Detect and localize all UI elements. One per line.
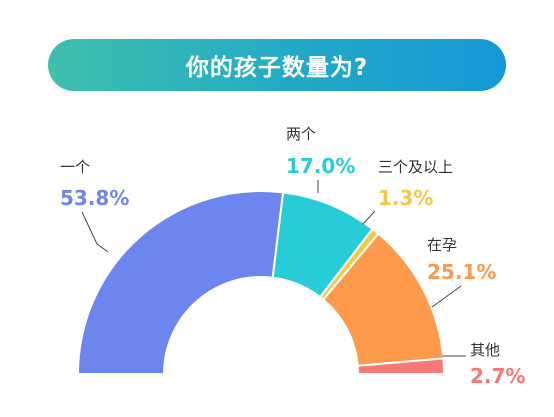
slice-label-3: 三个及以上 (378, 158, 453, 176)
slice-label-5: 其他 (470, 341, 500, 359)
slice-1 (76, 190, 285, 375)
slice-value-1: 53.8% (60, 186, 129, 210)
slice-value-2: 17.0% (286, 154, 355, 178)
slice-value-3: 1.3% (378, 186, 433, 210)
slice-value-5: 2.7% (470, 364, 525, 388)
leader-line-3 (362, 210, 376, 225)
slice-label-4: 在孕 (427, 236, 457, 254)
slice-5 (356, 357, 446, 375)
title-banner: 你的孩子数量为? (48, 39, 506, 91)
leader-line-1 (81, 211, 109, 253)
slice-label-2: 两个 (286, 125, 316, 143)
slice-value-4: 25.1% (427, 260, 496, 284)
slice-label-1: 一个 (60, 158, 90, 176)
leader-line-4 (431, 285, 462, 308)
leader-lines-group (81, 180, 466, 357)
chart-title: 你的孩子数量为? (185, 55, 369, 81)
labels-group: 一个 53.8% 两个 17.0% 三个及以上 1.3% 在孕 25.1% 其他 2.7% (60, 125, 525, 388)
slices-group (76, 190, 446, 375)
